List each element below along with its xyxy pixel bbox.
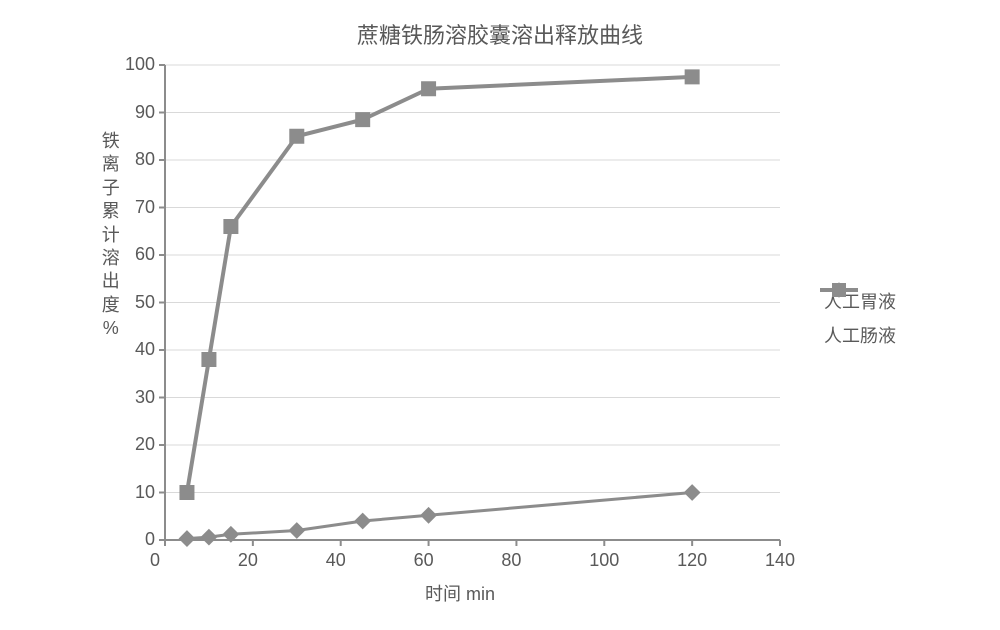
x-tick-label: 80 <box>501 550 521 571</box>
legend: 人工胃液人工肠液 <box>820 280 896 356</box>
x-tick-label: 0 <box>150 550 160 571</box>
y-tick-label: 40 <box>135 339 155 360</box>
y-tick-label: 70 <box>135 197 155 218</box>
chart-container: 蔗糖铁肠溶胶囊溶出释放曲线 铁离子累计溶出度 % 时间 min 人工胃液人工肠液… <box>0 0 1000 630</box>
y-tick-label: 20 <box>135 434 155 455</box>
x-tick-label: 20 <box>238 550 258 571</box>
y-tick-label: 50 <box>135 292 155 313</box>
y-tick-label: 0 <box>145 529 155 550</box>
y-tick-label: 30 <box>135 387 155 408</box>
x-tick-label: 40 <box>326 550 346 571</box>
y-tick-label: 60 <box>135 244 155 265</box>
x-tick-label: 120 <box>677 550 707 571</box>
legend-item: 人工肠液 <box>820 322 896 348</box>
y-tick-label: 100 <box>125 54 155 75</box>
y-tick-label: 90 <box>135 102 155 123</box>
x-tick-label: 100 <box>589 550 619 571</box>
y-tick-label: 10 <box>135 482 155 503</box>
x-tick-label: 140 <box>765 550 795 571</box>
legend-label: 人工肠液 <box>824 322 896 348</box>
x-tick-label: 60 <box>414 550 434 571</box>
y-tick-label: 80 <box>135 149 155 170</box>
